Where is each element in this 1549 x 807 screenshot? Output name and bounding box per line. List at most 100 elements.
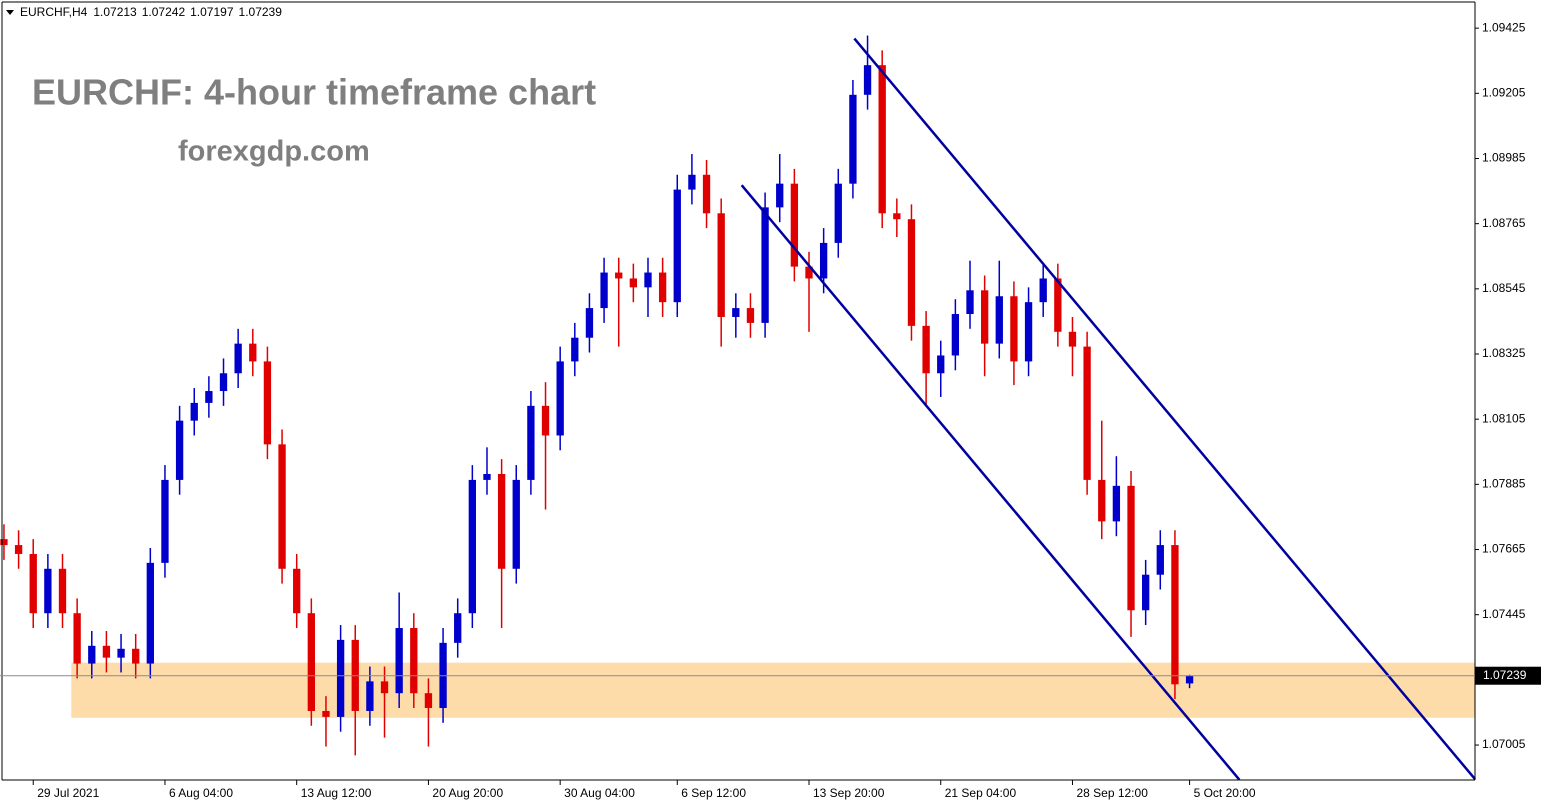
header-high: 1.07242 [142,5,186,19]
candle-body [58,568,67,614]
candle-body [366,681,374,711]
x-tick-label: 5 Oct 20:00 [1194,786,1256,800]
y-tick-label: 1.07885 [1482,477,1526,491]
y-tick-label: 1.07005 [1482,737,1526,751]
plot-area [0,35,1476,781]
x-tick-label: 21 Sep 04:00 [945,786,1017,800]
y-tick-label: 1.08325 [1482,346,1526,360]
candle-body [907,219,916,326]
candle-body [776,183,784,208]
candle-body [146,562,154,664]
candle-body [73,613,81,664]
channel-line [853,37,1476,780]
candle-body [88,645,96,664]
candle-body [1083,346,1091,480]
candle-body [44,568,52,614]
candle-body [322,710,330,717]
candle-body [673,189,681,303]
candle-body [688,174,696,190]
y-tick-label: 1.08765 [1482,216,1526,230]
candle-body [878,65,886,214]
candle-body [615,272,623,279]
candle-body [0,539,8,546]
candle-body [14,545,23,554]
candle-body [600,272,608,309]
candle-body [644,272,652,288]
candle-body [1127,485,1135,611]
x-tick-label: 30 Aug 04:00 [564,786,635,800]
candle-body [102,645,111,658]
candle-body [219,373,228,392]
candle-body [556,361,564,436]
x-tick-label: 6 Aug 04:00 [169,786,233,800]
x-tick-label: 28 Sep 12:00 [1076,786,1148,800]
candle-body [380,681,389,694]
candle-body [395,628,403,694]
candle-body [1112,485,1121,522]
y-tick-label: 1.08985 [1482,151,1526,165]
candle-body [717,213,725,317]
candle-body [834,183,842,243]
candle-body [234,343,242,374]
candle-body [1054,278,1062,332]
candle-body [995,296,1003,344]
candle-body [585,308,594,338]
candle-body [732,308,740,317]
candle-body [746,308,755,323]
candle-body [1098,479,1106,522]
candle-body [205,391,213,403]
candle-body [849,94,857,184]
candle-body [922,325,930,374]
candle-body [1039,278,1047,303]
candle-body [805,266,813,279]
candle-body [249,343,257,362]
candle-body [497,473,506,569]
candle-body [658,272,667,303]
price-label: 1.07239 [1483,668,1527,682]
y-tick-label: 1.08105 [1482,411,1526,425]
x-tick-label: 29 Jul 2021 [37,786,99,800]
candle-body [190,402,198,421]
candle-body [863,65,872,95]
candle-body [132,648,140,664]
candle-body [483,473,491,480]
candle-body [761,207,769,323]
candle-body [161,479,169,563]
candle-body [512,479,520,569]
candle-body [29,553,37,614]
y-tick-label: 1.08545 [1482,281,1526,295]
candle-body [278,444,286,569]
candle-body [410,628,418,694]
candle-body [937,355,945,374]
chart-subtitle: forexgdp.com [178,136,370,168]
candle-body [117,648,125,658]
y-tick-label: 1.09205 [1482,85,1526,99]
candle-body [1024,302,1033,362]
chart-title: EURCHF: 4-hour timeframe chart [32,72,596,113]
candle-body [629,278,638,288]
candle-body [541,405,550,436]
header-low: 1.07197 [190,5,234,19]
menu-arrow[interactable] [6,10,14,15]
header-open: 1.07213 [93,5,137,19]
candle-body [424,693,433,709]
candle-body [966,290,974,315]
candle-body [263,361,272,445]
candle-body [293,568,301,614]
candle-body [1185,675,1194,684]
candle-body [468,479,477,614]
candle-body [527,405,535,480]
header-close: 1.07239 [239,5,283,19]
price-label-box [1475,666,1541,685]
candle-body [336,639,345,717]
x-tick-label: 13 Sep 20:00 [813,786,885,800]
x-tick-label: 13 Aug 12:00 [301,786,372,800]
candle-body [790,183,799,267]
candle-body [702,174,711,214]
header: EURCHF,H4 1.07213 1.07242 1.07197 1.07239 [20,5,282,19]
x-tick-label: 20 Aug 20:00 [432,786,503,800]
candle-body [571,337,579,362]
candle-body [893,213,901,220]
